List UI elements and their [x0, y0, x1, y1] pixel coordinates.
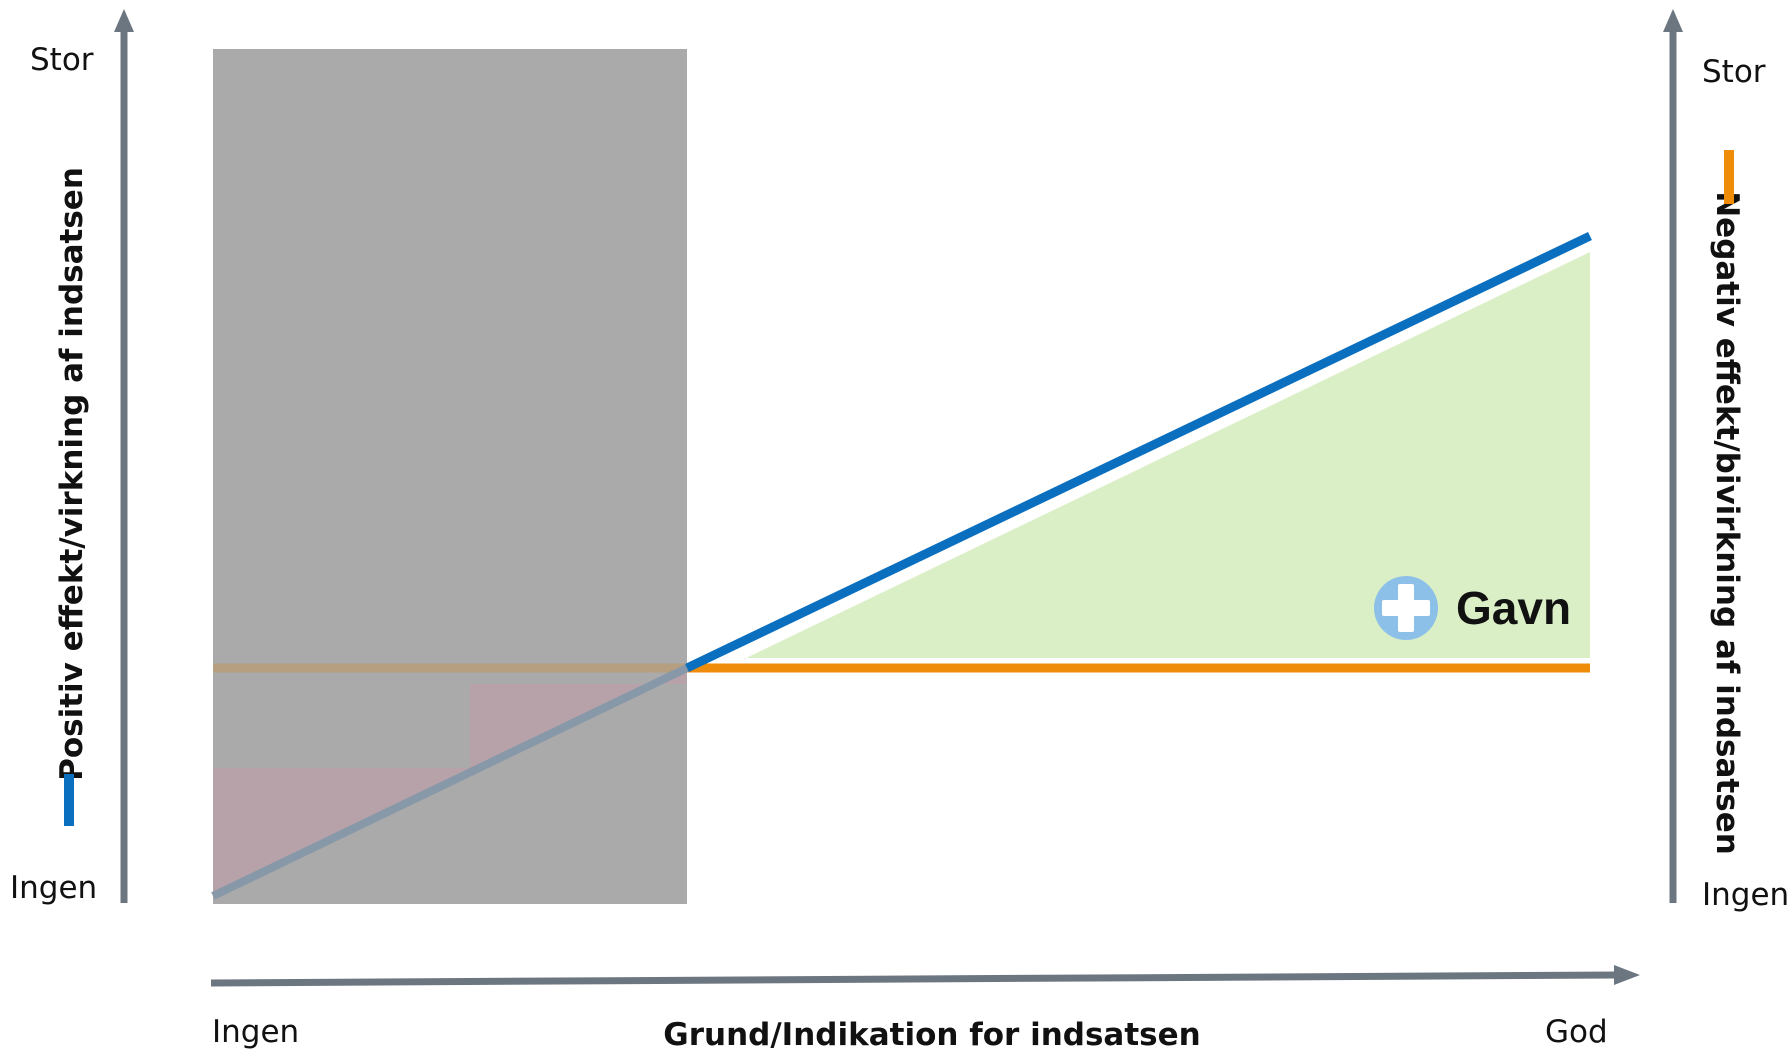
x-axis-end-label: God	[1545, 1014, 1608, 1050]
x-axis-title: Grund/Indikation for indsatsen	[663, 1017, 1200, 1052]
plus-circle-icon	[1374, 576, 1438, 640]
left-axis-title: Positiv effekt/virkning af indsatsen	[54, 167, 90, 781]
x-axis	[210, 971, 1619, 987]
benefit-label: Gavn	[1456, 582, 1571, 634]
right-axis-top-label: Stor	[1702, 54, 1766, 90]
right-y-axis-arrowhead	[1663, 9, 1683, 32]
left-axis-bottom-label: Ingen	[10, 870, 97, 906]
right-axis-bottom-label: Ingen	[1702, 877, 1788, 913]
positive-effect-line-faded	[211, 664, 689, 900]
x-axis-arrowhead	[1614, 965, 1640, 985]
negative-effect-legend-marker	[1724, 150, 1734, 204]
no-indication-overlay	[213, 49, 687, 904]
positive-effect-line	[685, 231, 1592, 673]
left-y-axis-arrowhead	[114, 9, 134, 32]
right-axis-title: Negativ effekt/bivirkning af indsatsen	[1709, 191, 1745, 855]
benefit-area	[744, 252, 1590, 659]
left-axis-top-label: Stor	[30, 42, 94, 78]
harm-area-gap	[213, 682, 465, 760]
positive-effect-legend-marker	[64, 774, 74, 826]
x-axis-start-label: Ingen	[212, 1014, 299, 1050]
